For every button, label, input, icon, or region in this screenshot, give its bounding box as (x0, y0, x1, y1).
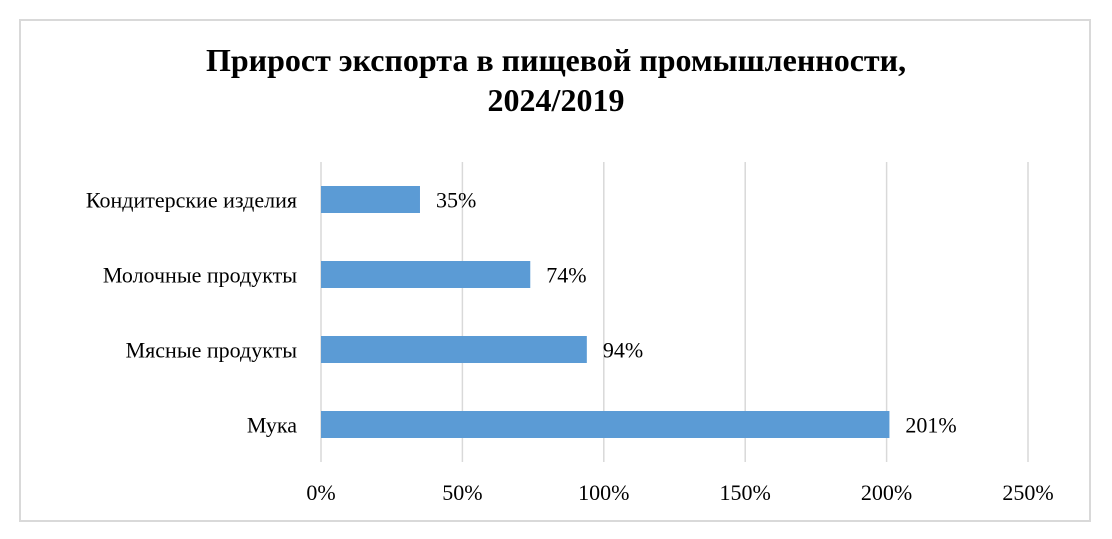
x-tick-label: 100% (578, 480, 629, 505)
chart-title: Прирост экспорта в пищевой промышленност… (0, 40, 1112, 120)
category-label: Мука (247, 413, 297, 438)
bar (321, 186, 420, 213)
bar (321, 261, 531, 288)
x-tick-label: 150% (720, 480, 771, 505)
category-label: Молочные продукты (103, 263, 297, 288)
category-label: Кондитерские изделия (86, 188, 297, 213)
x-tick-label: 0% (306, 480, 335, 505)
chart-title-line-2: 2024/2019 (487, 82, 625, 118)
data-label: 94% (603, 338, 643, 363)
chart-frame (19, 19, 1091, 522)
bar (321, 336, 587, 363)
chart-title-line-1: Прирост экспорта в пищевой промышленност… (205, 42, 907, 78)
bars (321, 186, 890, 438)
bar (321, 411, 890, 438)
category-label: Мясные продукты (126, 338, 298, 363)
data-label: 74% (546, 263, 586, 288)
x-tick-label: 200% (861, 480, 912, 505)
data-label: 201% (905, 413, 956, 438)
data-label: 35% (436, 188, 476, 213)
x-tick-label: 250% (1002, 480, 1053, 505)
x-tick-label: 50% (442, 480, 482, 505)
labels: 0% 50% 100% 150% 200% 250% Кондитерские издели… (86, 188, 1054, 506)
